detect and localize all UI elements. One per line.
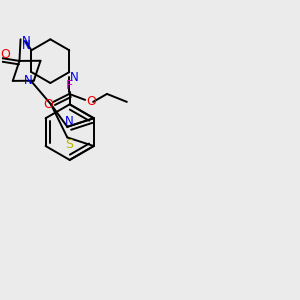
Text: O: O	[44, 98, 53, 111]
Text: N: N	[23, 74, 32, 87]
Text: F: F	[66, 79, 73, 92]
Text: S: S	[65, 138, 73, 151]
Text: O: O	[0, 48, 10, 61]
Text: N: N	[22, 35, 31, 48]
Text: O: O	[86, 95, 96, 108]
Text: N: N	[65, 116, 74, 128]
Text: N: N	[70, 70, 79, 84]
Text: N: N	[22, 39, 31, 52]
